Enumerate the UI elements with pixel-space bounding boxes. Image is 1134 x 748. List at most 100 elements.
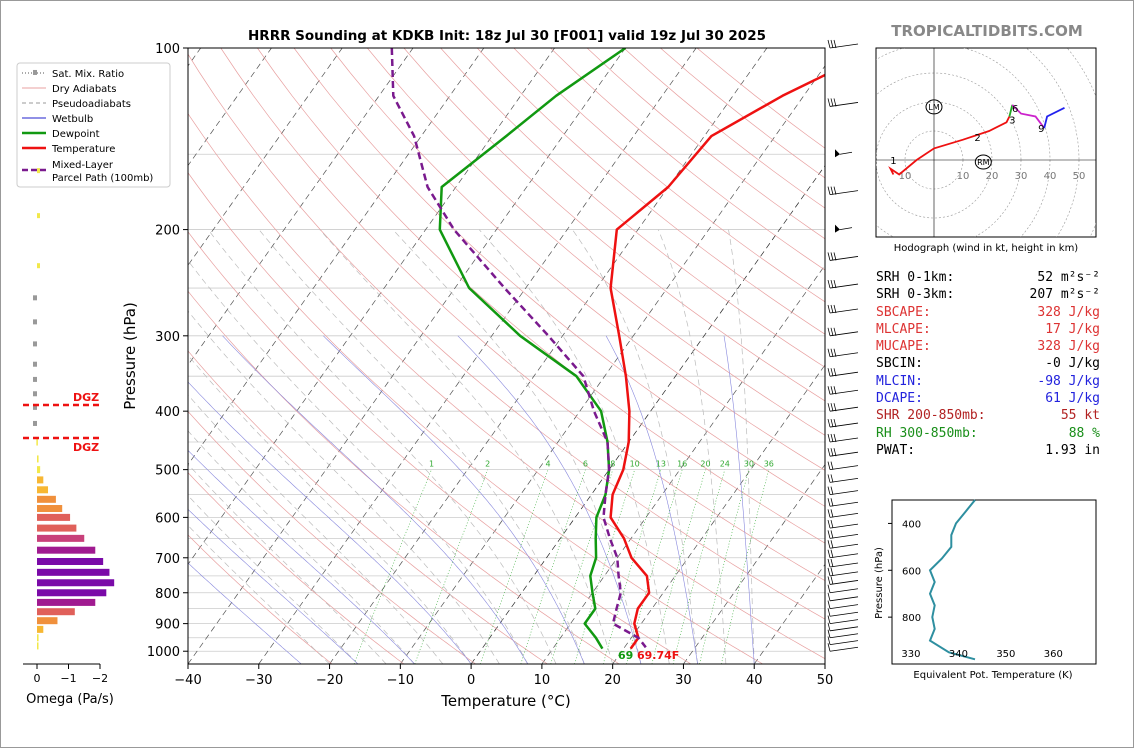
omega-bar xyxy=(37,513,71,521)
omega-bar xyxy=(37,524,77,532)
barb-feather xyxy=(830,403,834,412)
index-label: MLCAPE: xyxy=(876,321,931,337)
barb-staff xyxy=(829,478,859,483)
barb-feather xyxy=(833,418,837,428)
index-row: MLCAPE: 17 J/kg xyxy=(876,322,1116,339)
dry-adiabat xyxy=(476,48,825,335)
barb-staff xyxy=(829,611,859,617)
pseudoadiabat xyxy=(188,394,444,664)
skewt-ylabel: Pressure (hPa) xyxy=(121,302,139,410)
mixing-ratio-label: 36 xyxy=(764,460,774,469)
pseudoadiabat xyxy=(188,354,472,664)
wind-barb xyxy=(835,149,853,158)
barb-feather xyxy=(827,567,831,576)
sounding-indices: SRH 0-1km: 52 m²s⁻² SRH 0-3km: 207 m²s⁻² SBC… xyxy=(876,270,1116,460)
dry-adiabat xyxy=(188,350,548,664)
barb-feather xyxy=(827,498,831,507)
dry-adiabat xyxy=(188,113,825,660)
omega-bar xyxy=(37,466,41,474)
barb-feather xyxy=(827,584,831,593)
barb-feather xyxy=(827,608,831,617)
barb-feather xyxy=(833,279,837,289)
wind-barb xyxy=(827,304,859,314)
dry-adiabat xyxy=(257,48,825,544)
mixing-ratio-label: 24 xyxy=(720,460,730,469)
omega-ticks: 0 −1 −2 xyxy=(34,664,108,685)
chart-title: HRRR Sounding at KDKB Init: 18z Jul 30 [… xyxy=(248,28,766,44)
index-row: SBCIN: -0 J/kg xyxy=(876,356,1116,373)
barb-feather xyxy=(827,448,831,457)
wind-barb xyxy=(827,567,859,577)
mixing-ratio-label: 8 xyxy=(610,460,615,469)
barb-feather xyxy=(830,474,834,483)
barb-feather xyxy=(827,549,831,558)
barb-feather xyxy=(827,486,831,495)
hodograph-trace xyxy=(888,116,1011,176)
dry-adiabat xyxy=(188,410,476,664)
mixing-ratio-label: 1 xyxy=(429,460,434,469)
barb-feather xyxy=(827,509,831,518)
index-value: -98 J/kg xyxy=(1037,373,1100,389)
temp-tick-label: −30 xyxy=(245,673,272,688)
index-value: 88 % xyxy=(1068,425,1100,441)
dry-adiabat xyxy=(188,53,825,620)
barb-feather xyxy=(830,576,834,585)
barb-staff xyxy=(829,571,859,577)
barb-staff xyxy=(829,626,859,632)
barb-feather xyxy=(830,530,834,539)
barb-staff xyxy=(829,406,859,412)
wetbulb-curve xyxy=(188,508,359,664)
omega-bar xyxy=(37,568,110,576)
temp-tick-label: 50 xyxy=(817,673,834,688)
barb-staff xyxy=(829,562,859,568)
barb-staff xyxy=(829,501,859,507)
pressure-tick-label: 200 xyxy=(155,224,180,239)
index-row: MLCIN: -98 J/kg xyxy=(876,374,1116,391)
storm-motion-label: RM xyxy=(977,158,990,167)
barb-staff xyxy=(829,646,859,652)
barb-staff xyxy=(829,371,859,377)
index-row: DCAPE: 61 J/kg xyxy=(876,391,1116,408)
isotherm xyxy=(329,48,768,664)
isotherm xyxy=(400,65,825,664)
wind-barb xyxy=(827,486,859,495)
wind-barb xyxy=(827,643,859,652)
index-label: MUCAPE: xyxy=(876,339,931,355)
barb-feather xyxy=(830,98,834,107)
barb-feather xyxy=(833,386,837,395)
index-row: SBCAPE: 328 J/kg xyxy=(876,305,1116,322)
barb-feather xyxy=(830,519,834,529)
pressure-tick-label: 700 xyxy=(155,552,180,567)
legend-item-temperature: Temperature xyxy=(51,144,115,155)
barb-staff xyxy=(829,437,859,443)
profile-temperature xyxy=(609,73,825,650)
barb-feather xyxy=(827,386,831,395)
barb-feather xyxy=(827,558,831,568)
barb-staff xyxy=(829,619,859,625)
index-value: 55 kt xyxy=(1060,408,1100,424)
barb-feather xyxy=(833,39,837,49)
omega-bar xyxy=(37,486,49,494)
barb-staff xyxy=(829,256,859,261)
wind-barb xyxy=(827,584,859,594)
wind-barb xyxy=(827,433,859,443)
hodograph-frame xyxy=(875,47,1097,238)
omega-bar xyxy=(37,505,63,513)
omega-bar xyxy=(37,168,40,174)
barb-staff xyxy=(829,553,859,559)
legend-item-dewpoint: Dewpoint xyxy=(52,129,100,140)
mixing-ratio-label: 10 xyxy=(630,460,640,469)
barb-staff xyxy=(829,533,859,539)
hodograph-ring-label: 10 xyxy=(957,171,970,182)
index-label: SBCAPE: xyxy=(876,304,931,320)
barb-feather xyxy=(827,327,831,336)
barb-feather xyxy=(833,304,837,314)
wind-barb xyxy=(827,279,859,289)
barb-staff xyxy=(829,512,859,518)
dry-adiabat xyxy=(440,48,825,368)
omega-tick-label: 0 xyxy=(34,672,41,685)
barb-feather xyxy=(830,348,834,357)
mixing-ratio-label: 4 xyxy=(546,460,551,469)
omega-bar xyxy=(33,341,37,347)
wetbulb-curve xyxy=(188,381,472,664)
